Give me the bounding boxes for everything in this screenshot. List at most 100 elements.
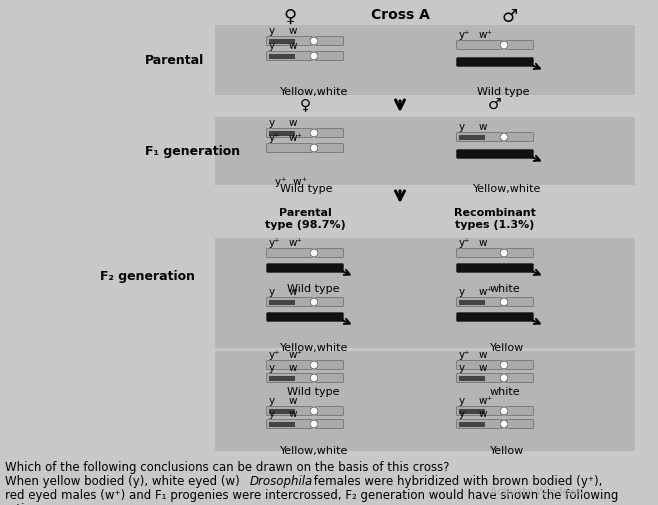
Text: y: y [459, 409, 465, 419]
FancyBboxPatch shape [457, 149, 533, 158]
FancyBboxPatch shape [266, 297, 343, 307]
FancyBboxPatch shape [457, 361, 534, 370]
Text: white: white [490, 284, 520, 294]
Bar [425, 238, 635, 348]
Bar [268, 38, 295, 43]
Circle shape [310, 374, 318, 382]
Bar [425, 25, 635, 95]
Bar [215, 351, 425, 451]
Text: y: y [268, 41, 274, 51]
Text: Activate Windows: Activate Windows [490, 487, 583, 497]
FancyBboxPatch shape [457, 264, 533, 272]
Text: females were hybridized with brown bodied (y⁺),: females were hybridized with brown bodie… [310, 475, 602, 488]
Text: Parental: Parental [145, 54, 204, 67]
Text: y⁺: y⁺ [268, 350, 280, 360]
Circle shape [310, 361, 318, 369]
Text: y⁺: y⁺ [268, 133, 280, 143]
Text: w: w [288, 118, 297, 128]
Circle shape [500, 374, 508, 382]
Text: F₁ generation: F₁ generation [145, 144, 240, 158]
Circle shape [500, 133, 508, 141]
Bar [459, 299, 485, 305]
Text: w⁺: w⁺ [288, 350, 303, 360]
Text: w⁺: w⁺ [478, 30, 492, 40]
Text: y⁺: y⁺ [459, 30, 470, 40]
Bar [268, 376, 295, 380]
Text: w: w [288, 41, 297, 51]
Text: Drosophila: Drosophila [250, 475, 313, 488]
Text: Yellow: Yellow [490, 446, 524, 456]
FancyBboxPatch shape [266, 407, 343, 416]
Text: y: y [459, 122, 465, 132]
Text: Wild type: Wild type [477, 87, 530, 97]
Circle shape [310, 144, 318, 152]
Bar [215, 117, 635, 185]
Bar [459, 134, 485, 139]
Bar [459, 422, 485, 427]
FancyBboxPatch shape [457, 420, 534, 429]
Text: y⁺: y⁺ [268, 238, 280, 248]
Bar [268, 409, 295, 414]
Circle shape [500, 361, 508, 369]
FancyBboxPatch shape [266, 248, 343, 258]
FancyBboxPatch shape [266, 420, 343, 429]
Bar [215, 117, 425, 185]
Text: w⁺: w⁺ [288, 238, 303, 248]
FancyBboxPatch shape [266, 361, 343, 370]
Circle shape [310, 37, 318, 45]
Text: w: w [288, 363, 297, 373]
FancyBboxPatch shape [457, 407, 534, 416]
Text: w: w [478, 363, 487, 373]
Text: w: w [478, 122, 487, 132]
Text: Yellow,white: Yellow,white [280, 87, 348, 97]
Text: y⁺: y⁺ [459, 238, 470, 248]
FancyBboxPatch shape [457, 132, 534, 141]
Text: y: y [268, 118, 274, 128]
Text: Wild type: Wild type [280, 184, 332, 194]
Text: ♂: ♂ [488, 97, 502, 112]
FancyBboxPatch shape [266, 128, 343, 137]
Bar [215, 351, 635, 451]
Bar [215, 25, 425, 95]
Text: w⁺: w⁺ [478, 287, 492, 297]
Circle shape [500, 298, 508, 306]
FancyBboxPatch shape [266, 374, 343, 382]
Text: y: y [459, 396, 465, 406]
Text: F₂ generation: F₂ generation [100, 270, 195, 283]
Bar [459, 409, 485, 414]
Bar [215, 25, 635, 95]
Text: w: w [288, 409, 297, 419]
Text: y: y [268, 363, 274, 373]
Bar [425, 351, 635, 451]
Bar [268, 422, 295, 427]
Circle shape [500, 41, 508, 49]
Text: w⁺: w⁺ [478, 396, 492, 406]
Circle shape [310, 52, 318, 60]
Text: Yellow,white: Yellow,white [473, 184, 542, 194]
Text: y⁺  w⁺: y⁺ w⁺ [275, 177, 307, 187]
Bar [459, 376, 485, 380]
FancyBboxPatch shape [457, 297, 534, 307]
Text: Yellow,white: Yellow,white [280, 446, 348, 456]
Bar [268, 299, 295, 305]
Circle shape [310, 420, 318, 428]
Bar [268, 130, 295, 135]
Bar [268, 54, 295, 59]
Text: y: y [459, 363, 465, 373]
Text: w: w [288, 26, 297, 36]
Bar [425, 117, 635, 185]
Bar [215, 238, 635, 348]
Circle shape [310, 298, 318, 306]
Text: Parental
type (98.7%): Parental type (98.7%) [265, 208, 345, 230]
Text: w: w [288, 287, 297, 297]
Text: w: w [288, 396, 297, 406]
Circle shape [500, 249, 508, 257]
Text: Cross A: Cross A [370, 8, 430, 22]
Circle shape [310, 407, 318, 415]
Circle shape [310, 129, 318, 137]
Text: y⁺: y⁺ [459, 350, 470, 360]
Text: y: y [268, 287, 274, 297]
Bar [215, 238, 425, 348]
Text: ♂: ♂ [502, 8, 518, 26]
FancyBboxPatch shape [266, 36, 343, 45]
